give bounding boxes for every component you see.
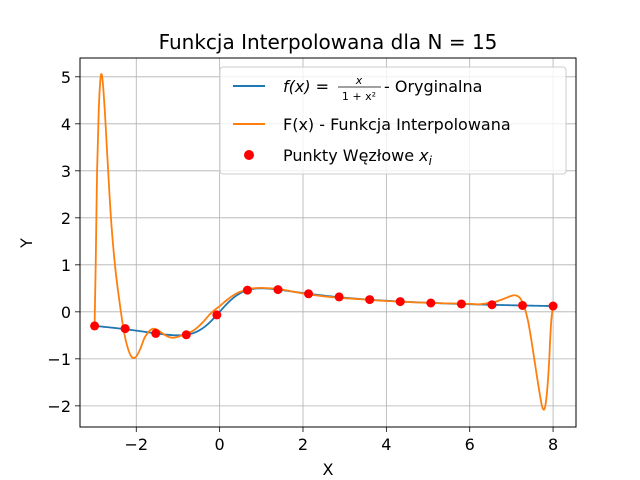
y-tick-label: −2 bbox=[47, 397, 71, 416]
node-point bbox=[304, 289, 314, 299]
legend-original-suffix: - Oryginalna bbox=[384, 77, 482, 96]
plot-series bbox=[90, 73, 558, 411]
chart-title: Funkcja Interpolowana dla N = 15 bbox=[159, 30, 498, 54]
legend-interp-label: F(x) - Funkcja Interpolowana bbox=[283, 115, 511, 134]
node-point bbox=[90, 321, 100, 331]
x-tick-label: 0 bbox=[215, 435, 225, 454]
y-tick-label: 1 bbox=[61, 256, 71, 275]
y-axis-label: Y bbox=[17, 238, 36, 249]
node-point bbox=[487, 300, 497, 310]
y-tick-label: −1 bbox=[47, 350, 71, 369]
x-tick-label: 6 bbox=[465, 435, 475, 454]
legend-original-label: f(x) = bbox=[283, 77, 329, 96]
x-tick-label: 4 bbox=[381, 435, 391, 454]
y-tick-label: 4 bbox=[61, 115, 71, 134]
ticks: −2 0 2 4 6 8 −2 −1 0 1 2 3 4 5 bbox=[47, 68, 558, 454]
x-tick-label: 8 bbox=[548, 435, 558, 454]
plot-frame bbox=[79, 57, 577, 428]
y-tick-label: 0 bbox=[61, 303, 71, 322]
node-point bbox=[151, 328, 161, 338]
x-axis-label: X bbox=[323, 460, 334, 479]
node-point bbox=[518, 300, 528, 310]
node-point bbox=[120, 324, 130, 334]
legend-original-numerator: x bbox=[355, 74, 363, 87]
node-point bbox=[548, 301, 558, 311]
node-point bbox=[242, 285, 252, 295]
node-point bbox=[212, 310, 222, 320]
legend-nodes-swatch bbox=[244, 150, 254, 160]
node-point bbox=[365, 295, 375, 305]
y-tick-label: 3 bbox=[61, 162, 71, 181]
node-point bbox=[456, 299, 466, 309]
node-point bbox=[395, 297, 405, 307]
legend-box bbox=[219, 66, 567, 175]
node-point bbox=[181, 330, 191, 340]
node-point bbox=[334, 292, 344, 302]
node-point bbox=[426, 298, 436, 308]
x-tick-label: −2 bbox=[124, 435, 148, 454]
legend-original-denominator: 1 + x² bbox=[342, 90, 376, 103]
node-point bbox=[273, 285, 283, 295]
y-tick-label: 2 bbox=[61, 209, 71, 228]
legend: f(x) = x 1 + x² - Oryginalna F(x) - Funk… bbox=[219, 66, 567, 175]
legend-nodes-label: Punkty Węzłowe xi bbox=[283, 146, 433, 168]
y-tick-label: 5 bbox=[61, 68, 71, 87]
x-tick-label: 2 bbox=[298, 435, 308, 454]
